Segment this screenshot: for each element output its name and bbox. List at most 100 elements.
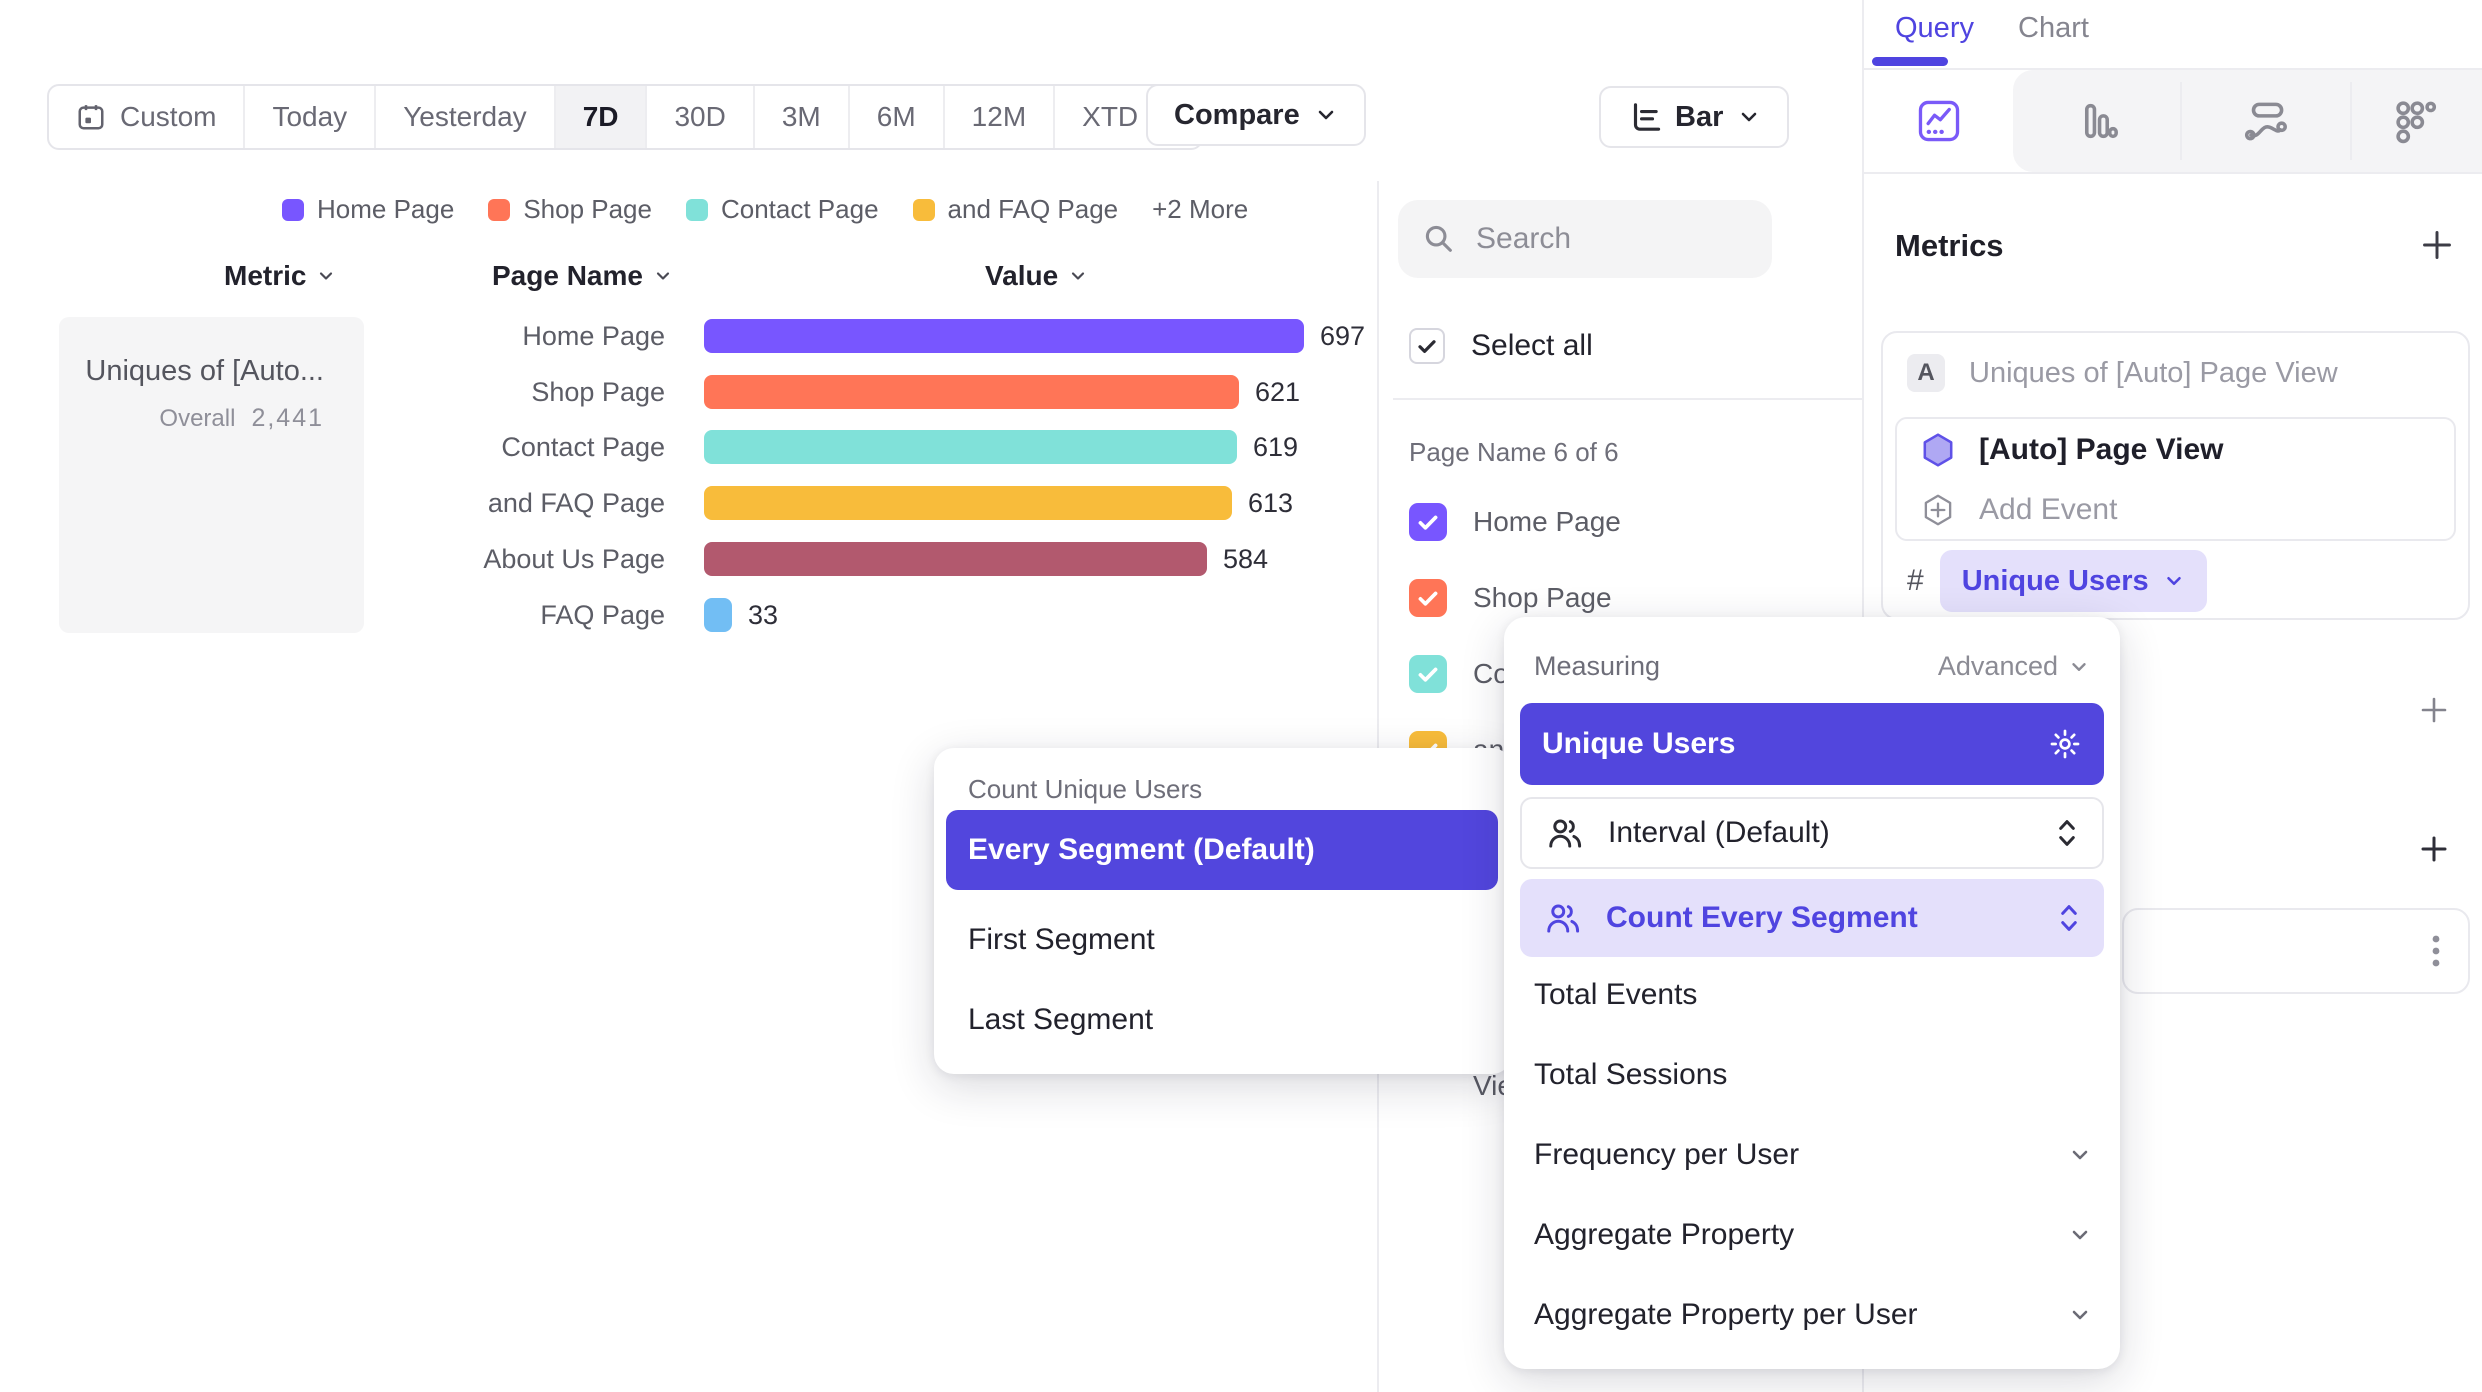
range-7d[interactable]: 7D	[553, 86, 646, 148]
range-3m[interactable]: 3M	[752, 86, 848, 148]
range-yesterday[interactable]: Yesterday	[374, 86, 554, 148]
menu-option[interactable]: Total Events	[1534, 978, 1698, 1011]
advanced-dropdown[interactable]: Advanced	[1938, 651, 2090, 682]
report-tab-bar[interactable]	[2013, 70, 2180, 172]
chart-bar[interactable]	[704, 486, 1232, 520]
add-event-button[interactable]: Add Event	[1919, 479, 2117, 541]
metric-summary-cell[interactable]: Uniques of [Auto... Overall 2,441	[59, 317, 364, 633]
range-label: 12M	[971, 101, 1027, 132]
report-tab-flows[interactable]	[2180, 70, 2350, 172]
legend-item[interactable]: and FAQ Page	[912, 194, 1119, 225]
bar-value-label: 697	[1320, 321, 1366, 351]
search-input[interactable]	[1474, 221, 1738, 257]
count-segment-selector[interactable]: Count Every Segment	[1520, 879, 2104, 957]
menu-option-selected[interactable]: Unique Users	[1520, 703, 2104, 785]
menu-option[interactable]: Last Segment	[968, 1003, 1154, 1036]
search-icon	[1422, 222, 1456, 256]
chevron-down-icon	[2068, 1223, 2092, 1247]
add-filter-button[interactable]	[2419, 695, 2449, 725]
menu-option[interactable]: Total Sessions	[1534, 1058, 1728, 1091]
people-icon	[1546, 814, 1584, 852]
column-header-value[interactable]: Value	[985, 260, 1088, 292]
menu-option-expandable[interactable]: Frequency per User	[1504, 1115, 2120, 1195]
legend-item[interactable]: Home Page	[282, 194, 454, 225]
option-label: Aggregate Property per User	[1534, 1298, 1918, 1331]
chart-bar[interactable]	[704, 542, 1207, 576]
select-all-checkbox[interactable]: Select all	[1409, 328, 1593, 364]
segment-section-label: Page Name 6 of 6	[1409, 437, 1619, 467]
range-label: 7D	[582, 101, 619, 132]
range-label: XTD	[1082, 101, 1139, 132]
date-range-control: Custom Today Yesterday 7D 30D 3M 6M 12M …	[47, 84, 1204, 150]
range-custom[interactable]: Custom	[49, 86, 243, 148]
metric-letter-badge: A	[1907, 354, 1945, 392]
column-label: Metric	[224, 260, 307, 291]
bar-category-label: and FAQ Page	[487, 488, 665, 518]
sort-chevron-icon	[1068, 266, 1088, 286]
option-label: Frequency per User	[1534, 1138, 1800, 1171]
add-breakdown-button[interactable]	[2419, 834, 2449, 864]
chart-bar[interactable]	[704, 375, 1239, 409]
segment-checkbox-item[interactable]: Shop Page	[1409, 579, 1849, 617]
checkbox	[1409, 579, 1447, 617]
range-xtd[interactable]: XTD	[1053, 86, 1201, 148]
compare-button[interactable]: Compare	[1146, 84, 1366, 146]
chart-bar-row: and FAQ Page 613	[0, 477, 1400, 529]
stepper-icon	[2058, 902, 2080, 934]
segment-checkbox-item[interactable]: Home Page	[1409, 503, 1849, 541]
tab-chart[interactable]: Chart	[2018, 12, 2089, 44]
chart-bar[interactable]	[704, 430, 1237, 464]
icon-tabs-bottom-divider	[1864, 172, 2482, 174]
menu-option[interactable]: First Segment	[968, 923, 1155, 956]
chart-type-button[interactable]: Bar	[1599, 86, 1790, 148]
column-header-page-name[interactable]: Page Name	[492, 260, 673, 292]
gear-icon[interactable]	[2048, 727, 2082, 761]
chart-bar-row: Home Page 697	[0, 310, 1400, 362]
chevron-down-icon	[2068, 1143, 2092, 1167]
event-row[interactable]: [Auto] Page View	[1919, 419, 2223, 481]
hash-symbol: #	[1907, 564, 1924, 597]
legend-item[interactable]: Shop Page	[488, 194, 652, 225]
menu-option-expandable[interactable]: Aggregate Property per User	[1504, 1275, 2120, 1355]
range-12m[interactable]: 12M	[942, 86, 1053, 148]
report-tab-insights[interactable]	[1864, 70, 2013, 172]
measurement-dropdown[interactable]: Unique Users	[1939, 550, 2207, 612]
legend-more-label[interactable]: +2 More	[1152, 194, 1249, 224]
tabs-divider	[1864, 68, 2482, 70]
column-header-metric[interactable]: Metric	[224, 260, 336, 292]
list-divider	[1393, 398, 1862, 400]
menu-option-selected[interactable]: Every Segment (Default)	[946, 810, 1498, 890]
overall-label: Overall	[159, 405, 236, 432]
icon-tab-separator	[2350, 82, 2352, 160]
bar-value-label: 621	[1255, 377, 1301, 407]
report-tab-funnels[interactable]	[2350, 70, 2482, 172]
horizontal-bar-chart-icon	[1627, 100, 1661, 134]
legend-item[interactable]: Contact Page	[685, 194, 879, 225]
legend-swatch	[488, 198, 511, 221]
tab-query[interactable]: Query	[1895, 12, 1974, 44]
legend-label: Contact Page	[720, 194, 879, 224]
advanced-label: Advanced	[1937, 651, 2058, 681]
interval-selector[interactable]: Interval (Default)	[1520, 797, 2104, 869]
add-metric-button[interactable]	[2420, 228, 2454, 262]
range-30d[interactable]: 30D	[645, 86, 752, 148]
kebab-menu-icon[interactable]	[2430, 931, 2442, 971]
chevron-down-icon	[1737, 105, 1761, 129]
range-6m[interactable]: 6M	[847, 86, 943, 148]
chart-bar[interactable]	[704, 319, 1304, 353]
range-today[interactable]: Today	[243, 86, 374, 148]
segment-label: Shop Page	[1473, 582, 1612, 613]
chart-legend: Home Page Shop Page Contact Page and FAQ Pa…	[282, 194, 1248, 225]
legend-swatch	[685, 198, 708, 221]
chart-bar[interactable]	[704, 598, 732, 632]
menu-option-expandable[interactable]: Aggregate Property	[1504, 1195, 2120, 1275]
column-label: Page Name	[492, 260, 643, 291]
bar-value-label: 613	[1248, 488, 1294, 518]
legend-label: and FAQ Page	[947, 194, 1119, 224]
legend-label: Home Page	[317, 194, 455, 224]
range-label: Custom	[120, 101, 217, 132]
segment-search	[1398, 200, 1772, 278]
legend-label: Shop Page	[523, 194, 652, 224]
report-type-tabs-background	[2013, 70, 2482, 172]
bar-category-label: Home Page	[522, 321, 665, 351]
